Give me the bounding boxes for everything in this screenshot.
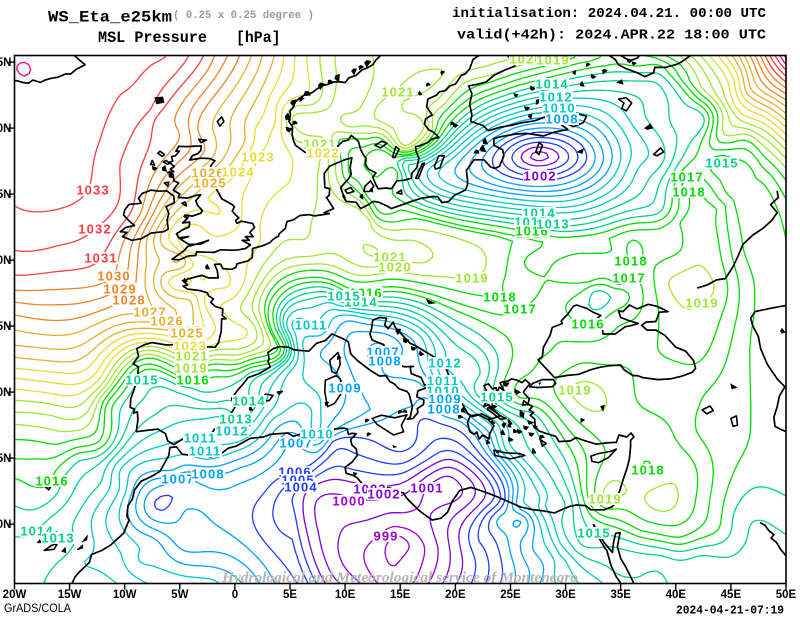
svg-text:55N: 55N: [0, 189, 12, 201]
svg-text:1009: 1009: [328, 381, 361, 396]
svg-text:2024-04-21-07:19: 2024-04-21-07:19: [676, 605, 784, 618]
svg-text:50E: 50E: [776, 589, 797, 601]
svg-text:5W: 5W: [171, 589, 188, 601]
svg-text:40N: 40N: [0, 387, 12, 399]
svg-text:1015: 1015: [577, 526, 610, 541]
svg-text:10W: 10W: [113, 589, 137, 601]
svg-text:5E: 5E: [283, 589, 297, 601]
svg-text:1007: 1007: [161, 472, 194, 487]
svg-text:65N: 65N: [0, 57, 12, 69]
svg-text:1000: 1000: [332, 494, 365, 509]
svg-text:45N: 45N: [0, 321, 12, 333]
svg-text:1028: 1028: [112, 293, 145, 308]
svg-text:WS_Eta_e25km: WS_Eta_e25km: [48, 9, 172, 27]
svg-text:valid(+42h): 2024.APR.22 18:00: valid(+42h): 2024.APR.22 18:00 UTC: [457, 28, 767, 44]
svg-text:1033: 1033: [76, 183, 109, 198]
svg-text:999: 999: [374, 529, 399, 544]
svg-text:1018: 1018: [483, 290, 516, 305]
svg-text:30N: 30N: [0, 519, 12, 531]
svg-text:1018: 1018: [672, 185, 705, 200]
svg-text:1025: 1025: [193, 176, 226, 191]
svg-text:1016: 1016: [571, 317, 604, 332]
svg-text:15E: 15E: [390, 589, 411, 601]
svg-text:1020: 1020: [378, 260, 411, 275]
svg-text:1002: 1002: [523, 169, 556, 184]
svg-text:1019: 1019: [558, 383, 591, 398]
svg-text:35N: 35N: [0, 453, 12, 465]
svg-text:1001: 1001: [410, 481, 443, 496]
svg-text:20W: 20W: [3, 589, 27, 601]
svg-text:45E: 45E: [721, 589, 742, 601]
svg-text:1009: 1009: [428, 392, 461, 407]
svg-text:1018: 1018: [614, 254, 647, 269]
svg-text:1010: 1010: [300, 427, 333, 442]
svg-text:30E: 30E: [555, 589, 576, 601]
svg-text:1026: 1026: [150, 314, 183, 329]
svg-text:1017: 1017: [670, 170, 703, 185]
svg-text:1032: 1032: [78, 222, 111, 237]
svg-text:1019: 1019: [685, 296, 718, 311]
svg-text:1024: 1024: [221, 165, 254, 180]
svg-text:1016: 1016: [176, 373, 209, 388]
svg-text:1004: 1004: [284, 480, 317, 495]
svg-text:1013: 1013: [219, 412, 252, 427]
svg-text:35E: 35E: [610, 589, 631, 601]
svg-text:1026: 1026: [191, 166, 224, 181]
svg-text:GrADS/COLA: GrADS/COLA: [4, 601, 71, 615]
svg-text:1012: 1012: [428, 356, 461, 371]
svg-text:1021: 1021: [175, 349, 208, 364]
svg-text:1013: 1013: [536, 217, 569, 232]
svg-text:1014: 1014: [232, 394, 265, 409]
svg-text:1012: 1012: [539, 90, 572, 105]
svg-text:1015: 1015: [480, 390, 513, 405]
svg-text:1013: 1013: [41, 531, 74, 546]
svg-text:[hPa]: [hPa]: [236, 29, 281, 47]
svg-text:1019: 1019: [536, 53, 569, 68]
svg-text:1011: 1011: [184, 431, 217, 446]
svg-text:Hydrological and Meteorologica: Hydrological and Meteorological service …: [221, 570, 578, 586]
svg-text:1021: 1021: [373, 250, 406, 265]
svg-text:40E: 40E: [666, 589, 687, 601]
svg-text:1008: 1008: [191, 467, 224, 482]
svg-text:1025: 1025: [170, 326, 203, 341]
svg-text:( 0.25 x 0.25 degree ): ( 0.25 x 0.25 degree ): [173, 10, 314, 22]
svg-text:1023: 1023: [173, 339, 206, 354]
svg-text:initialisation: 2024.04.21. 0: initialisation: 2024.04.21. 00:00 UTC: [452, 6, 767, 22]
svg-text:1015: 1015: [125, 373, 158, 388]
svg-text:1002: 1002: [367, 487, 400, 502]
svg-text:1011: 1011: [295, 318, 328, 333]
svg-text:1008: 1008: [427, 402, 460, 417]
svg-text:0: 0: [232, 589, 238, 601]
svg-text:1029: 1029: [103, 282, 136, 297]
svg-text:1012: 1012: [215, 424, 248, 439]
svg-text:1021: 1021: [381, 85, 414, 100]
svg-text:1030: 1030: [97, 269, 130, 284]
svg-text:1019: 1019: [455, 271, 488, 286]
svg-text:1031: 1031: [84, 251, 117, 266]
svg-text:1018: 1018: [631, 463, 664, 478]
svg-text:1014: 1014: [535, 77, 568, 92]
svg-text:1017: 1017: [612, 271, 645, 286]
svg-text:1011: 1011: [427, 374, 460, 389]
svg-text:1019: 1019: [588, 492, 621, 507]
svg-text:25E: 25E: [500, 589, 521, 601]
svg-text:50N: 50N: [0, 255, 12, 267]
svg-text:1022: 1022: [306, 146, 339, 161]
svg-text:MSL Pressure: MSL Pressure: [98, 29, 207, 47]
svg-text:60N: 60N: [0, 123, 12, 135]
svg-text:1010: 1010: [542, 101, 575, 116]
svg-text:1019: 1019: [174, 361, 207, 376]
svg-text:1008: 1008: [368, 354, 401, 369]
svg-text:1015: 1015: [705, 156, 738, 171]
svg-text:1020: 1020: [509, 52, 542, 67]
svg-text:1008: 1008: [545, 112, 578, 127]
svg-text:1017: 1017: [503, 302, 536, 317]
svg-text:1023: 1023: [241, 150, 274, 165]
svg-text:1016: 1016: [35, 474, 68, 489]
svg-text:15W: 15W: [58, 589, 82, 601]
svg-text:10E: 10E: [335, 589, 356, 601]
svg-text:20E: 20E: [445, 589, 466, 601]
svg-text:1015: 1015: [327, 289, 360, 304]
svg-text:1011: 1011: [189, 444, 222, 459]
